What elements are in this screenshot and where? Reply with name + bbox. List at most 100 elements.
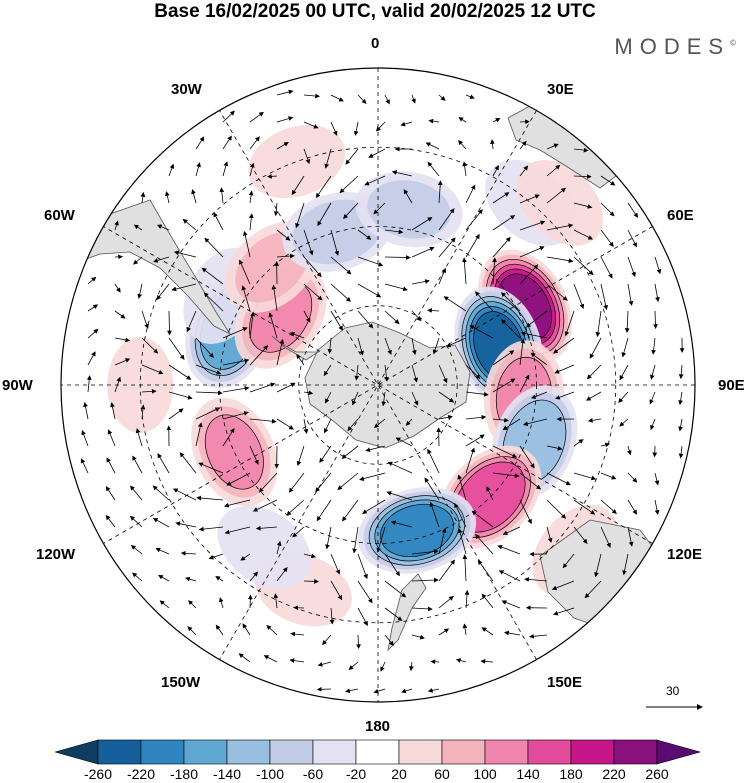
colorbar-tick-label: 60 xyxy=(434,766,450,782)
wind-vector xyxy=(465,184,476,204)
wind-vector xyxy=(502,418,521,431)
vector-scale-label: 30 xyxy=(666,684,680,698)
wind-vector xyxy=(390,520,413,528)
wind-vector xyxy=(443,296,467,312)
wind-vector xyxy=(215,576,224,582)
wind-vector xyxy=(273,202,279,217)
wind-vector xyxy=(198,462,224,474)
wind-vector xyxy=(594,553,602,578)
wind-vector xyxy=(196,495,224,501)
lon-label-180: 180 xyxy=(365,718,391,735)
wind-vector xyxy=(114,337,131,343)
wind-vector xyxy=(411,391,419,406)
wind-vector xyxy=(430,659,440,665)
wind-vector xyxy=(519,499,532,525)
map-boundary xyxy=(60,67,696,703)
wind-vector xyxy=(345,148,359,165)
wind-vector xyxy=(519,246,545,258)
colorbar-swatch xyxy=(484,739,529,765)
wind-vector xyxy=(268,312,278,339)
wind-vector xyxy=(188,600,197,609)
wind-vector xyxy=(152,485,170,501)
wind-vector xyxy=(546,526,553,543)
wind-vector xyxy=(627,229,637,248)
lon-label-30w: 30W xyxy=(171,81,202,98)
wind-vector xyxy=(322,634,332,646)
wind-vector xyxy=(411,549,439,555)
wind-vector xyxy=(654,283,660,303)
wind-vector xyxy=(411,94,416,104)
wind-vector xyxy=(341,445,359,459)
wind-vector xyxy=(469,325,494,339)
wind-vector xyxy=(157,453,170,474)
wind-vector xyxy=(437,180,443,204)
wind-vector xyxy=(168,337,185,360)
wind-vector xyxy=(218,597,224,609)
colorbar-swatch xyxy=(140,739,185,765)
wind-vector xyxy=(553,337,575,354)
wind-vector xyxy=(480,658,494,664)
wind-vector xyxy=(600,202,615,217)
wind-vector xyxy=(179,452,197,474)
wind-vector xyxy=(618,391,629,403)
wind-vector xyxy=(529,633,548,639)
wind-vector xyxy=(627,256,636,277)
wind-vector xyxy=(354,364,360,381)
wind-vector xyxy=(627,499,637,515)
lon-label-60e: 60E xyxy=(667,207,694,224)
wind-vector xyxy=(492,350,515,366)
wind-vector xyxy=(258,472,278,493)
parallel-line xyxy=(219,226,537,544)
wind-vector xyxy=(411,217,433,231)
wind-vector xyxy=(497,544,521,555)
wind-vector xyxy=(627,202,639,218)
wind-vector xyxy=(325,526,332,550)
wind-vector xyxy=(375,121,386,132)
map-title: Base 16/02/2025 00 UTC, valid 20/02/2025… xyxy=(154,1,596,22)
wind-vector xyxy=(303,579,319,584)
wind-vector xyxy=(573,202,593,209)
colorbar-swatch xyxy=(570,739,615,765)
colorbar-tick-label: -220 xyxy=(126,766,156,782)
wind-vector xyxy=(401,688,413,694)
wind-vector xyxy=(132,256,143,265)
wind-vector xyxy=(240,553,251,561)
wind-vector xyxy=(519,220,546,231)
wind-vector xyxy=(87,351,96,366)
wind-vector xyxy=(132,455,143,474)
wind-vector xyxy=(140,404,146,420)
wind-vector xyxy=(492,117,501,123)
anomaly-contour xyxy=(517,159,604,246)
wind-vector xyxy=(374,418,386,429)
wind-vector xyxy=(504,630,521,636)
wind-vector xyxy=(428,118,440,124)
wind-vector xyxy=(457,474,467,501)
wind-vector xyxy=(201,267,224,285)
wind-vector xyxy=(359,472,386,481)
wind-vector xyxy=(438,527,447,555)
colorbar-swatch xyxy=(55,739,99,765)
wind-vector xyxy=(384,364,389,382)
parallel-line xyxy=(139,146,617,624)
wind-vector xyxy=(303,553,316,559)
wind-vector xyxy=(475,534,494,555)
wind-vector xyxy=(276,418,294,430)
wind-vector xyxy=(303,121,319,129)
wind-vector xyxy=(380,661,386,672)
wind-vector xyxy=(427,308,440,313)
wind-vector xyxy=(319,445,332,464)
new-zealand-landmass xyxy=(387,573,427,652)
wind-vector xyxy=(296,445,305,467)
meridian-line xyxy=(103,226,653,544)
wind-vector xyxy=(276,229,291,241)
wind-vector xyxy=(87,276,97,285)
wind-vector xyxy=(330,94,344,102)
wind-vector xyxy=(425,142,440,150)
wind-vector xyxy=(317,661,332,667)
wind-vector xyxy=(249,571,259,582)
wind-vector xyxy=(141,310,149,329)
wind-vector xyxy=(222,327,248,339)
wind-vector xyxy=(427,161,440,177)
wind-vector xyxy=(519,264,539,285)
